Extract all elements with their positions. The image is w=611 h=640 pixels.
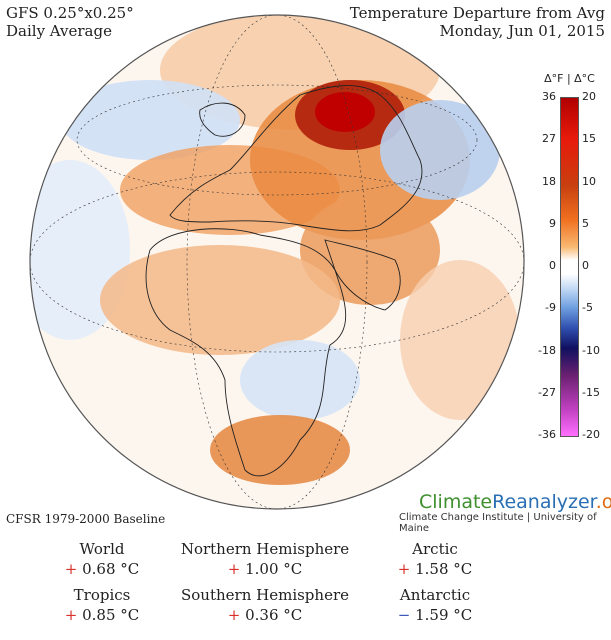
central-africa-cool-blob <box>240 340 360 420</box>
russia-extreme-blob <box>315 92 375 132</box>
model-label: GFS 0.25°x0.25° <box>6 4 134 22</box>
meridian-line <box>186 15 368 509</box>
scale-tick-f: 36 <box>542 90 556 103</box>
scale-bar <box>560 97 579 437</box>
logo-part-a: Climate <box>419 491 493 513</box>
institution-label: Climate Change Institute | University of… <box>399 512 597 534</box>
scale-tick-c: 20 <box>582 90 596 103</box>
stat-name: Northern Hemisphere <box>180 540 350 558</box>
baseline-label: CFSR 1979-2000 Baseline <box>6 512 166 526</box>
scale-tick-c: -15 <box>582 385 600 399</box>
stat-number: 0.85 °C <box>77 606 140 624</box>
scale-header: Δ°F | Δ°C <box>544 72 595 85</box>
britain-outline <box>199 102 246 137</box>
atlantic-cool-blob <box>60 80 240 160</box>
stat-name: World <box>79 540 125 558</box>
logo-part-c: .org <box>595 491 611 513</box>
color-scale: Δ°F | Δ°C 36 20 27 15 18 10 9 5 0 0 -9 -5 -18 -10 -27 -… <box>532 72 607 442</box>
scale-tick-f: 27 <box>542 132 556 146</box>
arabia-outline <box>324 239 401 311</box>
stat-value: + 0.85 °C <box>12 606 192 624</box>
scale-tick-f: -18 <box>538 343 556 357</box>
stat-name: Antarctic <box>399 586 471 604</box>
scale-tick-f: -36 <box>538 428 556 441</box>
stat-number: 1.59 °C <box>410 606 473 624</box>
stat-value: + 1.58 °C <box>345 560 525 578</box>
stat-number: 1.58 °C <box>410 560 473 578</box>
stat-number: 1.00 °C <box>240 560 303 578</box>
scale-tick-c: -10 <box>582 343 600 357</box>
scale-tick-f: 9 <box>549 216 556 230</box>
stat-value: + 0.68 °C <box>12 560 192 578</box>
stat-sign: − <box>397 606 411 624</box>
globe-map <box>29 14 525 510</box>
globe-svg <box>29 14 525 510</box>
logo-part-b: Reanalyzer <box>492 491 596 513</box>
stat-value: − 1.59 °C <box>345 606 525 624</box>
stat-value: + 0.36 °C <box>175 606 355 624</box>
africa-outline <box>145 228 347 477</box>
scale-tick-f: 18 <box>542 174 556 188</box>
stat-number: 0.68 °C <box>77 560 140 578</box>
middle-east-warm-blob <box>300 195 440 305</box>
scale-tick-f: -9 <box>545 301 556 315</box>
map-title: Temperature Departure from Avg <box>349 4 605 22</box>
sahara-warm-blob <box>100 245 340 355</box>
stat-sign: + <box>64 560 78 578</box>
scale-tick-c: -20 <box>582 428 600 441</box>
scale-tick-f: 0 <box>549 259 556 272</box>
scale-tick-c: 0 <box>582 259 589 272</box>
globe-edge <box>29 14 525 510</box>
scale-tick-f: -27 <box>538 385 556 399</box>
stat-value: + 1.00 °C <box>175 560 355 578</box>
stat-sign: + <box>227 560 241 578</box>
brand-logo[interactable]: ClimateReanalyzer.org <box>419 491 611 513</box>
scale-tick-c: 10 <box>582 174 596 188</box>
map-date: Monday, Jun 01, 2015 <box>439 22 605 40</box>
stat-name: Southern Hemisphere <box>181 586 349 604</box>
stat-sign: + <box>397 560 411 578</box>
parallel-north <box>76 84 478 196</box>
period-label: Daily Average <box>6 22 112 40</box>
indian-ocean-blob <box>400 260 520 420</box>
stat-sign: + <box>64 606 78 624</box>
stat-sign: + <box>227 606 241 624</box>
stat-number: 0.36 °C <box>240 606 303 624</box>
scale-tick-c: -5 <box>582 301 593 315</box>
stat-name: Tropics <box>73 586 131 604</box>
eurasia-outline <box>169 85 423 232</box>
scale-tick-c: 5 <box>582 216 589 230</box>
south-africa-warm-blob <box>210 415 350 485</box>
stat-name: Arctic <box>412 540 458 558</box>
east-cool-blob <box>380 100 500 200</box>
scale-tick-c: 15 <box>582 132 596 146</box>
west-atlantic-blob <box>30 160 130 340</box>
